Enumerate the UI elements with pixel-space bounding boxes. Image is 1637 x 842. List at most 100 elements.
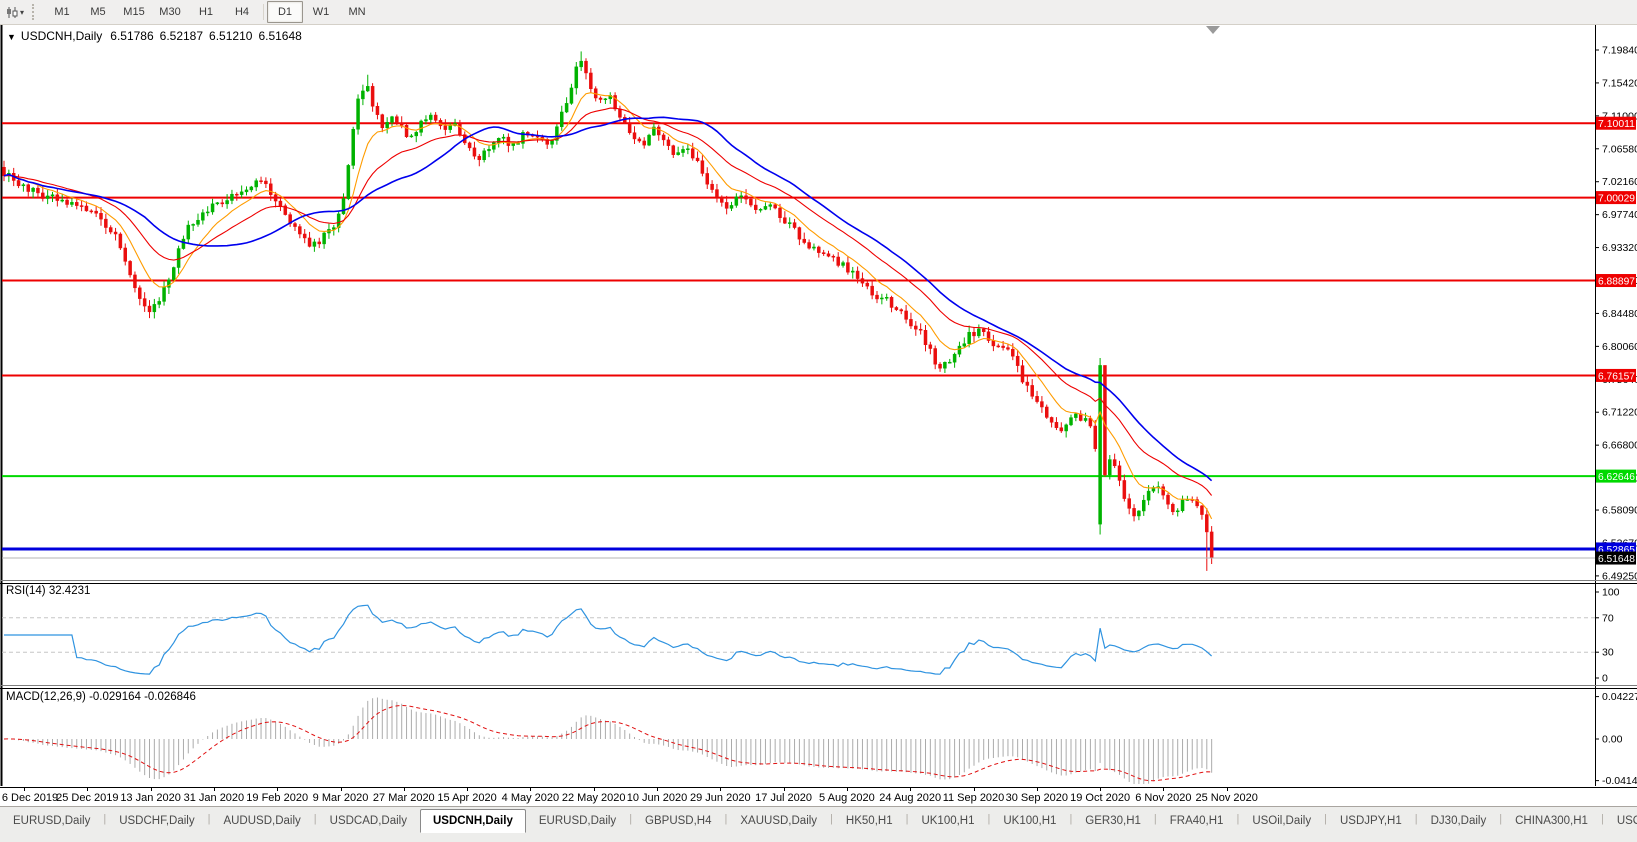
svg-text:70: 70	[1602, 612, 1614, 624]
timeframe-button-mn[interactable]: MN	[348, 6, 366, 18]
date-label: 25 Nov 2020	[1195, 792, 1258, 804]
svg-text:6.76157: 6.76157	[1598, 370, 1635, 382]
candles	[2, 51, 1214, 571]
time-axis-tick	[530, 788, 532, 791]
symbol-tab-usdchf[interactable]: USDCHF,Daily	[119, 815, 195, 827]
symbol-tab-usoil[interactable]: USOil,Daily	[1252, 815, 1312, 827]
symbol-tab-hk50[interactable]: HK50,H1	[845, 815, 893, 827]
symbol-tab-usdcad[interactable]: USDCAD,Daily	[329, 815, 407, 827]
svg-text:6.58090: 6.58090	[1602, 505, 1637, 517]
timeframe-button-m15[interactable]: M15	[123, 6, 145, 18]
tab-separator: |	[987, 813, 991, 825]
svg-text:6.66800: 6.66800	[1602, 440, 1637, 452]
candlestick-glyph	[6, 6, 18, 18]
symbol-tab-dj30[interactable]: DJ30,Daily	[1430, 815, 1487, 827]
svg-text:6.80060: 6.80060	[1602, 341, 1637, 353]
tab-separator: |	[629, 813, 633, 825]
timeframe-button-h4[interactable]: H4	[234, 6, 250, 18]
symbol-tab-fra40[interactable]: FRA40,H1	[1169, 815, 1224, 827]
svg-text:0.00: 0.00	[1602, 734, 1623, 746]
macd-indicator-label: MACD(12,26,9) -0.029164 -0.026846	[6, 691, 196, 703]
symbol-tab-china300[interactable]: CHINA300,H1	[1515, 815, 1588, 827]
symbol-tab-bar: EURUSD,Daily | USDCHF,Daily | AUDUSD,Daily | U…	[0, 806, 1637, 842]
date-label: 6 Dec 2019	[1, 792, 59, 804]
date-label: 11 Sep 2020	[942, 792, 1005, 804]
symbol-tab-eurusd[interactable]: EURUSD,Daily	[538, 815, 617, 827]
symbol-tab-ger30[interactable]: GER30,H1	[1085, 815, 1141, 827]
time-axis-tick	[846, 788, 848, 791]
timeframe-button-m5[interactable]: M5	[90, 6, 106, 18]
date-label: 6 Nov 2020	[1135, 792, 1192, 804]
svg-text:6.84480: 6.84480	[1602, 308, 1637, 320]
symbol-tab-audusd[interactable]: AUDUSD,Daily	[223, 815, 301, 827]
svg-text:6.62646: 6.62646	[1598, 471, 1635, 483]
symbol-tab-uk100[interactable]: UK100,H1	[1003, 815, 1057, 827]
quote-high: 6.52187	[159, 29, 204, 43]
hline-objects	[2, 122, 1595, 551]
date-label: 31 Jan 2020	[183, 792, 245, 804]
symbol-tab-usdjpy[interactable]: USDJPY,H1	[1339, 815, 1402, 827]
toolbar-grip[interactable]	[32, 4, 38, 20]
price-axis[interactable]	[1596, 24, 1637, 787]
tab-separator: |	[1069, 813, 1073, 825]
symbol-tab-xauusd[interactable]: XAUUSD,Daily	[740, 815, 818, 827]
rsi-panel: 100 70 30 0	[2, 587, 1620, 685]
title-marker-icon: ▼	[7, 32, 16, 42]
date-label: 29 Jun 2020	[690, 792, 751, 804]
symbol-tab-gbpusd[interactable]: GBPUSD,H4	[645, 815, 712, 827]
tab-separator: |	[724, 813, 728, 825]
timeframe-button-m1[interactable]: M1	[54, 6, 70, 18]
date-label: 10 Jun 2020	[626, 792, 688, 804]
tab-separator: |	[1600, 813, 1604, 825]
svg-text:0: 0	[1602, 673, 1608, 685]
time-axis-tick	[403, 788, 405, 791]
svg-text:6.49250: 6.49250	[1602, 570, 1637, 582]
symbol-tab-eurusd[interactable]: EURUSD,Daily	[13, 815, 91, 827]
date-label: 19 Feb 2020	[246, 792, 309, 804]
tab-separator: |	[1324, 813, 1327, 825]
svg-text:6.71220: 6.71220	[1602, 407, 1637, 419]
tab-separator: |	[1236, 813, 1240, 825]
symbol-tab-usdcnh-active[interactable]: USDCNH,Daily	[419, 809, 526, 833]
svg-text:30: 30	[1602, 647, 1614, 659]
timeframe-button-d1[interactable]: D1	[267, 1, 303, 23]
date-label: 9 Mar 2020	[312, 792, 369, 804]
chart-type-icon[interactable]: ▾	[2, 2, 28, 22]
timeframe-toolbar: ▾ M1 M5 M15 M30 H1 H4 D1 W1 MN	[0, 0, 1637, 25]
toolbar-separator	[263, 4, 264, 20]
tab-separator: |	[1414, 813, 1418, 825]
tab-separator: |	[207, 813, 211, 825]
time-axis[interactable]: 6 Dec 2019 25 Dec 2019 13 Jan 2020 31 Jan 2…	[0, 787, 1637, 807]
rsi-indicator-label: RSI(14) 32.4231	[6, 585, 91, 597]
tab-separator: |	[1153, 813, 1157, 825]
tab-separator: |	[830, 813, 833, 825]
date-label: 5 Aug 2020	[819, 792, 875, 804]
date-label: 24 Aug 2020	[879, 792, 942, 804]
svg-text:7.19840: 7.19840	[1602, 45, 1637, 57]
tab-separator: |	[103, 813, 107, 825]
date-label: 15 Apr 2020	[437, 792, 497, 804]
time-axis-tick	[24, 788, 25, 791]
time-axis-tick	[657, 788, 658, 791]
quote-close: 6.51648	[258, 29, 302, 43]
svg-text:0.042275: 0.042275	[1602, 691, 1637, 703]
timeframe-buttons: M1 M5 M15 M30 H1 H4 D1 W1 MN	[44, 1, 375, 23]
timeframe-button-m30[interactable]: M30	[159, 6, 181, 18]
timeframe-button-w1[interactable]: W1	[312, 6, 330, 18]
time-axis-tick	[87, 788, 89, 791]
svg-text:6.93320: 6.93320	[1602, 242, 1637, 254]
time-axis-tick	[593, 788, 595, 791]
symbol-tab-usoil[interactable]: USOil,H	[1616, 815, 1637, 827]
dropdown-caret-icon: ▾	[19, 7, 24, 17]
timeframe-button-h1[interactable]: H1	[198, 6, 214, 18]
date-label: 22 May 2020	[561, 792, 626, 804]
svg-text:7.00029: 7.00029	[1598, 193, 1635, 205]
date-label: 25 Dec 2019	[56, 792, 119, 804]
macd-panel: 0.042275 0.00 -0.04148	[3, 691, 1637, 787]
date-label: 19 Oct 2020	[1070, 792, 1131, 804]
date-label: 13 Jan 2020	[120, 792, 181, 804]
svg-text:-0.04148: -0.04148	[1602, 775, 1637, 787]
time-axis-tick	[1163, 788, 1165, 791]
symbol-tab-uk100[interactable]: UK100,H1	[921, 815, 975, 827]
